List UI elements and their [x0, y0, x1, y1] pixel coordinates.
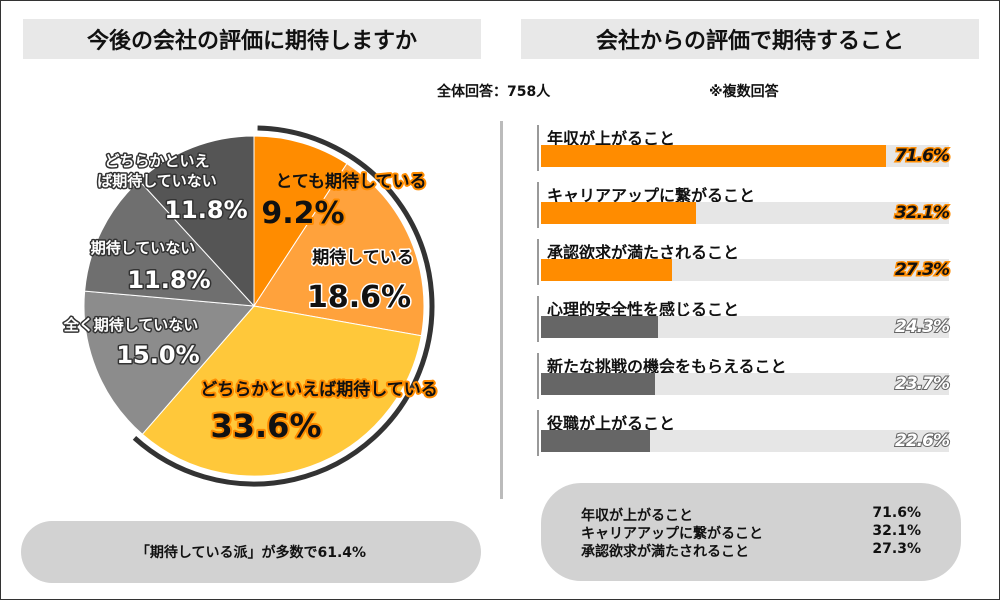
summary-line-label: 年収が上がること — [581, 508, 693, 524]
bar-row: キャリアアップに繋がること 32.1% — [537, 182, 952, 228]
bar — [541, 430, 650, 452]
pie-chart-title: 今後の会社の評価に期待しますか — [23, 19, 481, 59]
summary-line-value: 27.3% — [872, 541, 921, 557]
bar-row-marker — [537, 182, 539, 228]
section-divider — [500, 121, 503, 499]
bar-row: 承認欲求が満たされること 27.3% — [537, 239, 952, 285]
pie-slice — [253, 135, 348, 308]
respondent-count: 全体回答：758人 — [437, 84, 551, 100]
pie-slice — [83, 290, 256, 435]
bar-value-label: 71.6% — [894, 145, 952, 168]
bar-row-marker — [537, 353, 539, 399]
pie-slice-value: 11.8% — [164, 196, 247, 224]
bar-row: 年収が上がること 71.6% — [537, 125, 952, 171]
bar-row: 新たな挑戦の機会をもらえること 23.7% — [537, 353, 951, 399]
summary-line: 年収が上がること 71.6% — [581, 505, 921, 525]
bar — [541, 316, 658, 338]
multiple-answer-note: ※複数回答 — [709, 84, 779, 100]
bar-track — [541, 259, 949, 281]
bar-row: 役職が上がること 22.6% — [537, 410, 951, 456]
pie-slice-label: 期待している — [312, 247, 414, 268]
bar-track — [541, 316, 949, 338]
bar-row-marker — [537, 239, 539, 285]
bar-category-label: キャリアアップに繋がること — [547, 186, 756, 205]
bar-category-label: 心理的安全性を感じること — [547, 300, 740, 319]
bar-category-label: 承認欲求が満たされること — [547, 243, 740, 262]
summary-line-label: 承認欲求が満たされること — [581, 544, 749, 560]
summary-line: キャリアアップに繋がること 32.1% — [581, 523, 921, 543]
summary-line: 承認欲求が満たされること 27.3% — [581, 541, 921, 561]
expect-group-arc — [132, 125, 435, 487]
bar-track — [541, 145, 949, 167]
bar-track — [541, 202, 949, 224]
pie-slice-value: 18.6% — [307, 280, 411, 315]
pie-slice-label: どちらかといえ — [104, 152, 209, 170]
pie-slice-label: とても期待している — [275, 171, 426, 192]
pie-slice-value: 11.8% — [127, 266, 210, 294]
bar-row-marker — [537, 296, 539, 342]
bar-category-label: 新たな挑戦の機会をもらえること — [547, 357, 787, 376]
bar-summary-pill: 年収が上がること 71.6% キャリアアップに繋がること 32.1% 承認欲求が… — [541, 483, 961, 581]
bar-track — [541, 373, 949, 395]
pie-summary-pill: 「期待している派」が多数で61.4% — [21, 521, 481, 583]
bar-value-label: 32.1% — [894, 202, 952, 225]
pie-chart: とても期待している 9.2% 期待している 18.6% どちらかといえば期待している 33… — [61, 125, 440, 487]
bar-value-label: 27.3% — [894, 259, 952, 282]
bar-track — [541, 430, 949, 452]
pie-summary-text: 「期待している派」が多数で61.4% — [135, 545, 367, 561]
pie-slice — [84, 179, 256, 307]
bar — [541, 259, 673, 281]
pie-slice — [253, 162, 425, 337]
pie-slice-label: 期待していない — [91, 239, 196, 257]
pie-slice-value: 9.2% — [261, 196, 344, 231]
pie-slice-label: ば期待していない — [97, 172, 217, 190]
bar-category-label: 年収が上がること — [547, 129, 676, 148]
bar — [541, 373, 656, 395]
bar — [541, 202, 696, 224]
pie-slice-label: どちらかといえば期待している — [200, 379, 438, 400]
pie-slice-value: 15.0% — [116, 341, 199, 369]
bar-value-label: 24.3% — [894, 316, 951, 338]
bar-row-marker — [537, 410, 539, 456]
bar-row: 心理的安全性を感じること 24.3% — [537, 296, 951, 342]
pie-slice-label: 全く期待していない — [63, 316, 199, 334]
bar-category-label: 役職が上がること — [547, 414, 676, 433]
bar-row-marker — [537, 125, 539, 171]
bar — [541, 145, 886, 167]
summary-line-label: キャリアアップに繋がること — [581, 526, 763, 542]
bar-chart-title: 会社からの評価で期待すること — [521, 19, 979, 59]
bar-value-label: 22.6% — [894, 430, 951, 452]
pie-slice-value: 33.6% — [210, 407, 321, 445]
pie-slice — [138, 135, 255, 308]
pie-slice — [141, 305, 422, 477]
bar-value-label: 23.7% — [894, 373, 951, 395]
summary-line-value: 32.1% — [872, 523, 921, 539]
summary-line-value: 71.6% — [872, 505, 921, 521]
